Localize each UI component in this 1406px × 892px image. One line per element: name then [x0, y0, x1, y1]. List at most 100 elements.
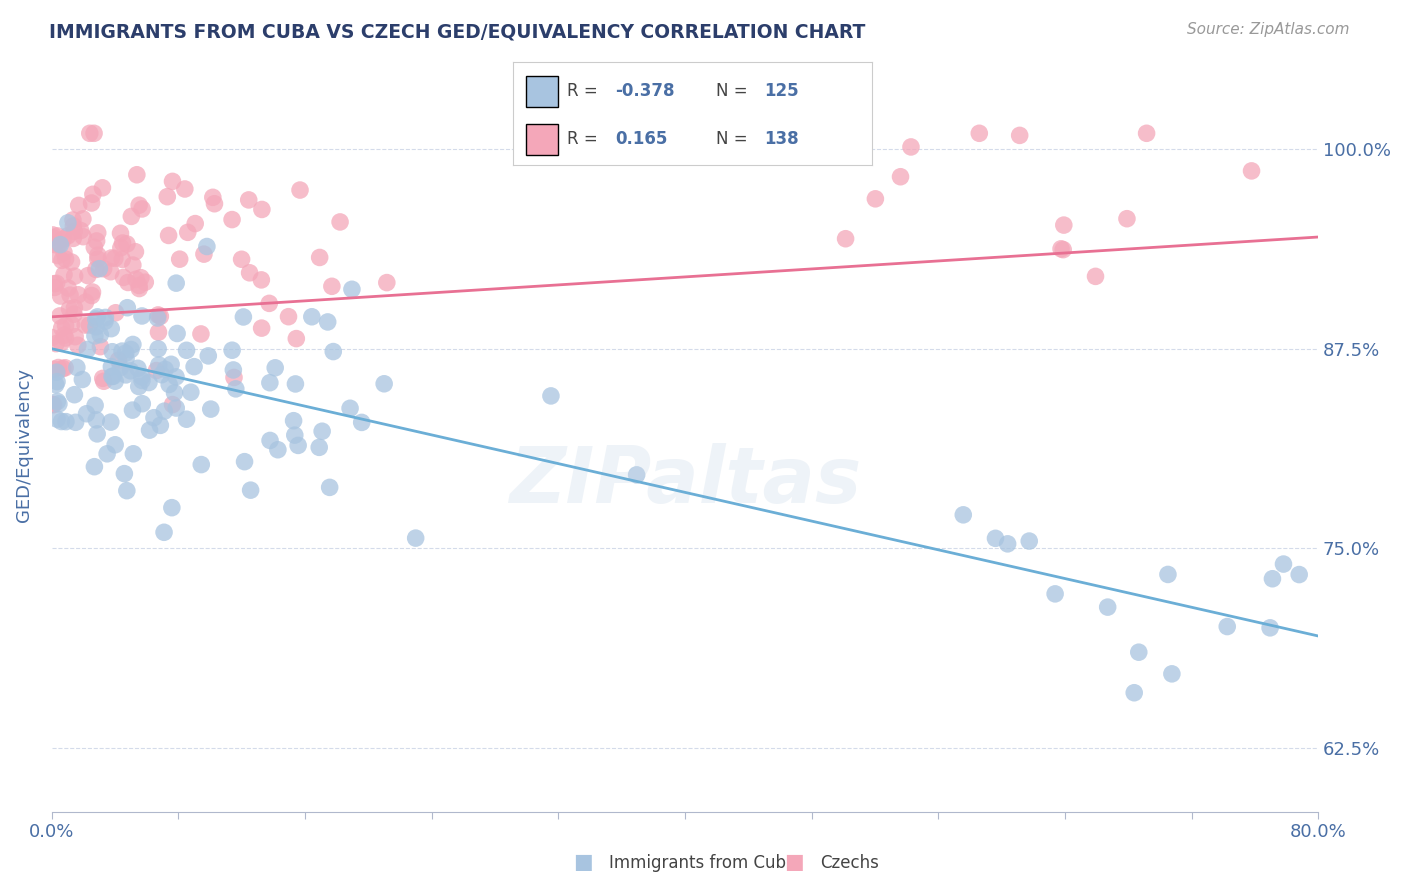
Point [46, 229, 69, 244]
Point [115, 368, 138, 382]
Point [166, 326, 188, 341]
Point [63, 307, 86, 321]
Point [62, 231, 84, 245]
Text: Source: ZipAtlas.com: Source: ZipAtlas.com [1187, 22, 1350, 37]
Point [48, 397, 70, 411]
Point [1053, 218, 1076, 232]
Point [80, 196, 103, 211]
Point [157, 377, 180, 392]
Point [63, 224, 86, 238]
Point [190, 458, 212, 472]
Point [84, 329, 107, 343]
Point [984, 532, 1007, 546]
Point [115, 483, 138, 498]
Point [46, 375, 69, 389]
Point [339, 401, 361, 416]
Point [350, 416, 373, 430]
Point [51, 415, 73, 429]
Point [115, 351, 138, 366]
Point [56, 281, 79, 295]
Point [82, 187, 104, 202]
Point [76, 343, 98, 357]
Point [160, 500, 183, 515]
Text: ■: ■ [785, 853, 804, 872]
Point [373, 376, 395, 391]
Point [100, 359, 122, 374]
Point [56, 216, 79, 230]
Point [1288, 567, 1310, 582]
Text: 0.165: 0.165 [616, 130, 668, 148]
Point [153, 525, 176, 540]
Point [285, 332, 308, 346]
Point [183, 359, 205, 374]
Point [952, 508, 974, 522]
Point [42, 277, 65, 291]
Point [250, 321, 273, 335]
Point [93, 261, 115, 276]
Point [66, 338, 89, 352]
Point [86, 234, 108, 248]
Point [46, 412, 69, 426]
Point [63, 301, 86, 315]
Point [49, 237, 72, 252]
Point [125, 168, 148, 182]
Point [122, 337, 145, 351]
Point [127, 361, 149, 376]
Point [122, 447, 145, 461]
Point [128, 281, 150, 295]
Point [63, 387, 86, 401]
Point [148, 325, 170, 339]
Point [1136, 126, 1159, 140]
Point [1261, 572, 1284, 586]
Text: ■: ■ [574, 853, 593, 872]
Point [110, 226, 132, 240]
Point [62, 213, 84, 227]
Point [134, 275, 156, 289]
Point [51, 335, 73, 350]
Point [115, 236, 138, 251]
Point [52, 232, 75, 246]
Point [49, 309, 72, 323]
Point [55, 415, 77, 429]
Point [176, 343, 198, 358]
Point [114, 346, 136, 360]
Point [111, 235, 134, 250]
Point [1052, 243, 1074, 257]
Point [84, 399, 107, 413]
Point [239, 266, 262, 280]
Point [149, 310, 172, 324]
Point [316, 315, 339, 329]
Point [83, 240, 105, 254]
Text: 138: 138 [765, 130, 799, 148]
Point [60, 255, 83, 269]
Point [75, 295, 97, 310]
Point [55, 252, 77, 266]
Point [46, 360, 69, 375]
Point [58, 301, 80, 316]
Point [96, 447, 118, 461]
Point [195, 239, 218, 253]
Point [1084, 269, 1107, 284]
Point [145, 363, 167, 377]
Text: ZIPaltas: ZIPaltas [509, 443, 860, 519]
Point [65, 415, 87, 429]
Point [969, 126, 991, 140]
Point [193, 247, 215, 261]
Point [173, 182, 195, 196]
Point [222, 363, 245, 377]
Point [44, 237, 66, 252]
Point [301, 310, 323, 324]
Point [72, 372, 94, 386]
Point [1216, 619, 1239, 633]
Point [259, 376, 281, 390]
Point [117, 301, 139, 315]
Point [128, 278, 150, 293]
Point [63, 329, 86, 343]
Point [222, 370, 245, 384]
Point [63, 269, 86, 284]
Point [42, 398, 65, 412]
Point [190, 326, 212, 341]
Point [1157, 567, 1180, 582]
Point [889, 169, 911, 184]
Point [44, 362, 66, 376]
